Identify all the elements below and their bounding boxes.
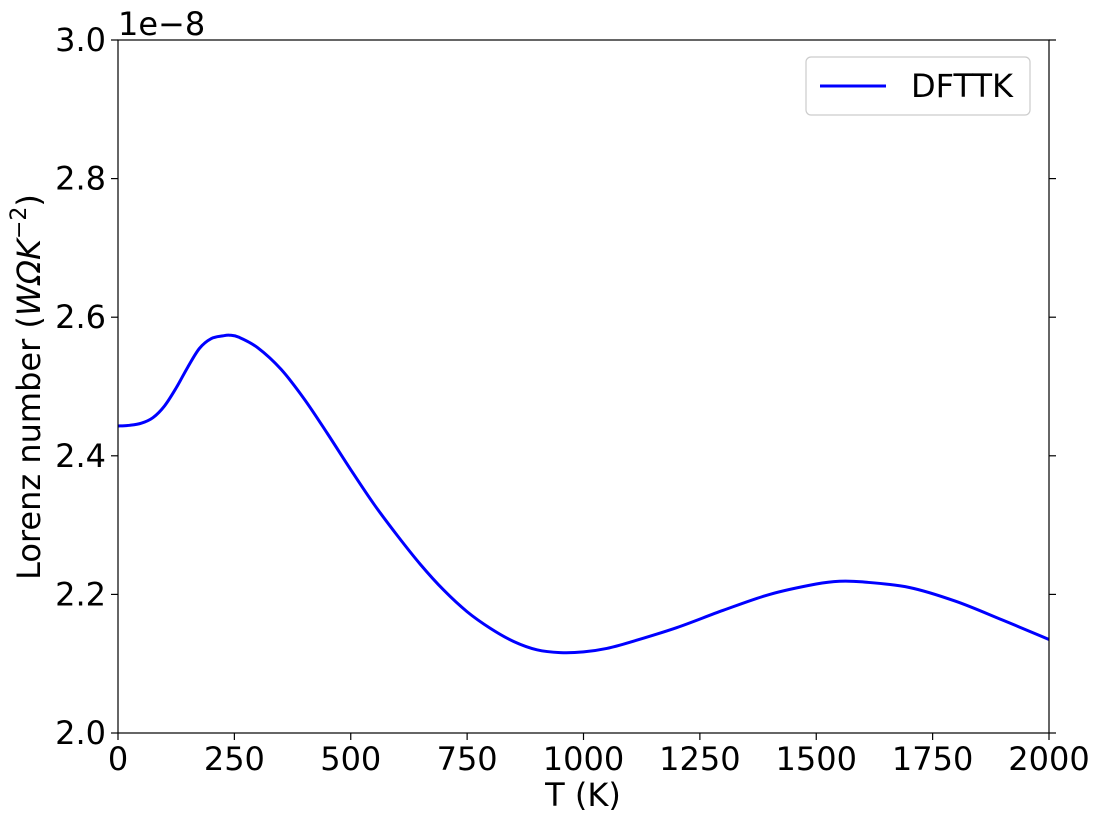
- x-tick-label: 500: [320, 740, 381, 778]
- y-axis-label-suffix: ): [10, 194, 48, 206]
- x-tick-label: 250: [204, 740, 265, 778]
- legend-box: [805, 56, 1031, 116]
- y-axis-label-prefix: Lorenz number (: [10, 316, 48, 580]
- x-tick-label: 1750: [892, 740, 973, 778]
- x-tick-label: 1250: [659, 740, 740, 778]
- x-tick-label: 750: [437, 740, 498, 778]
- y-tick-label: 2.2: [55, 575, 106, 613]
- y-axis-label-unit: WΩK: [10, 236, 48, 316]
- y-axis-label-exponent: −2: [7, 207, 32, 239]
- x-tick-label: 2000: [1008, 740, 1089, 778]
- x-tick-label: 0: [108, 740, 128, 778]
- y-tick-label: 3.0: [55, 21, 106, 59]
- series-layer: [117, 333, 1050, 655]
- ticks-layer: 0 250 500 750 1000 1250 1500 1750 2000 2.0 2.2 2.4 2…: [55, 21, 1090, 778]
- legend-label: DFTTK: [911, 67, 1014, 105]
- series-line-dfttk: [117, 333, 1050, 655]
- plot-area: [118, 40, 1049, 733]
- y-tick-label: 2.8: [55, 160, 106, 198]
- x-axis-label: T (K): [544, 776, 621, 814]
- offset-text: 1e−8: [118, 5, 205, 43]
- y-tick-label: 2.0: [55, 714, 106, 752]
- x-tick-label: 1500: [776, 740, 857, 778]
- y-axis-label: Lorenz number (WΩK−2): [7, 194, 48, 580]
- x-tick-label: 1000: [543, 740, 624, 778]
- y-tick-label: 2.6: [55, 298, 106, 336]
- y-tick-label: 2.4: [55, 437, 106, 475]
- legend: DFTTK: [805, 56, 1031, 116]
